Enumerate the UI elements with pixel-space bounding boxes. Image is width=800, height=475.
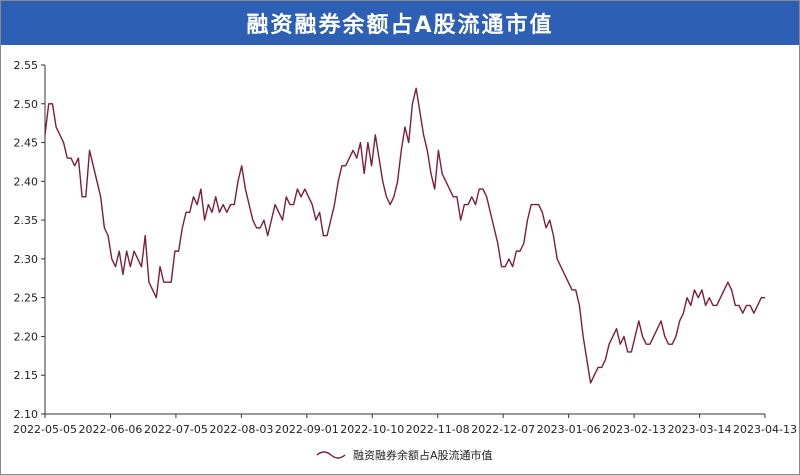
- y-tick-label: 2.55: [14, 59, 39, 72]
- legend-swatch: [316, 451, 346, 459]
- x-tick-label: 2022-05-05: [13, 423, 77, 436]
- x-tick-label: 2023-03-14: [668, 423, 732, 436]
- y-tick-label: 2.45: [14, 137, 39, 150]
- y-tick-label: 2.20: [14, 330, 39, 343]
- x-tick-label: 2022-10-10: [340, 423, 404, 436]
- chart-title: 融资融券余额占A股流通市值: [1, 1, 799, 45]
- y-tick-label: 2.50: [14, 98, 39, 111]
- axes: 2.10 2.15 2.20 2.25 2.30 2.35 2.40 2.45 2.50 2.55…: [13, 59, 797, 436]
- x-tick-label: 2022-07-05: [144, 423, 208, 436]
- x-tick-label: 2023-01-06: [537, 423, 601, 436]
- x-tick-label: 2022-12-07: [471, 423, 535, 436]
- series-layer: [44, 87, 765, 384]
- y-tick-label: 2.15: [14, 369, 39, 382]
- y-tick-label: 2.30: [14, 253, 39, 266]
- x-tick-label: 2022-08-03: [209, 423, 273, 436]
- x-tick-label: 2023-02-13: [602, 423, 666, 436]
- y-tick-label: 2.25: [14, 292, 39, 305]
- x-tick-label: 2023-04-13: [733, 423, 797, 436]
- y-tick-label: 2.10: [14, 408, 39, 421]
- legend: 融资融券余额占A股流通市值: [316, 448, 493, 462]
- y-tick-label: 2.40: [14, 175, 39, 188]
- legend-label: 融资融券余额占A股流通市值: [353, 448, 493, 462]
- x-tick-label: 2022-09-01: [275, 423, 339, 436]
- line-chart: 2.10 2.15 2.20 2.25 2.30 2.35 2.40 2.45 2.50 2.55…: [13, 59, 797, 462]
- series-line: [44, 87, 765, 384]
- x-tick-label: 2022-11-08: [406, 423, 470, 436]
- y-tick-label: 2.35: [14, 214, 39, 227]
- x-tick-label: 2022-06-06: [78, 423, 142, 436]
